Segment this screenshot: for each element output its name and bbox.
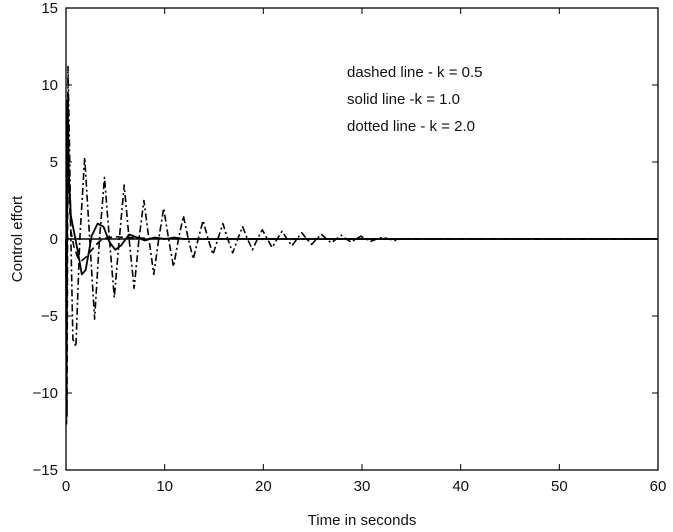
y-tick-label: 5 <box>50 154 58 171</box>
axis-tick-labels: 0 10 20 30 40 50 60 −15 −10 −5 0 5 10 15 <box>33 0 667 495</box>
y-tick-label: 0 <box>50 231 58 248</box>
x-tick-label: 0 <box>62 478 70 495</box>
legend-annotation-solid: solid line -k = 1.0 <box>347 91 460 108</box>
legend-annotation-dashed: dashed line - k = 0.5 <box>347 64 483 81</box>
series-line-dashed <box>65 91 658 417</box>
legend-annotation-dotted: dotted line - k = 2.0 <box>347 118 475 135</box>
y-axis-label: Control effort <box>9 195 26 282</box>
series-line-solid <box>65 99 658 410</box>
x-tick-label: 20 <box>255 478 272 495</box>
x-tick-label: 50 <box>551 478 568 495</box>
y-tick-label: 15 <box>41 0 58 17</box>
series-line-dashdot <box>65 65 658 425</box>
y-tick-label: 10 <box>41 77 58 94</box>
y-tick-label: −15 <box>33 462 58 479</box>
y-tick-label: −10 <box>33 385 58 402</box>
x-tick-label: 30 <box>354 478 371 495</box>
y-tick-label: −5 <box>41 308 58 325</box>
x-axis-label: Time in seconds <box>308 512 417 529</box>
x-tick-label: 40 <box>452 478 469 495</box>
x-tick-label: 10 <box>156 478 173 495</box>
x-tick-label: 60 <box>650 478 667 495</box>
